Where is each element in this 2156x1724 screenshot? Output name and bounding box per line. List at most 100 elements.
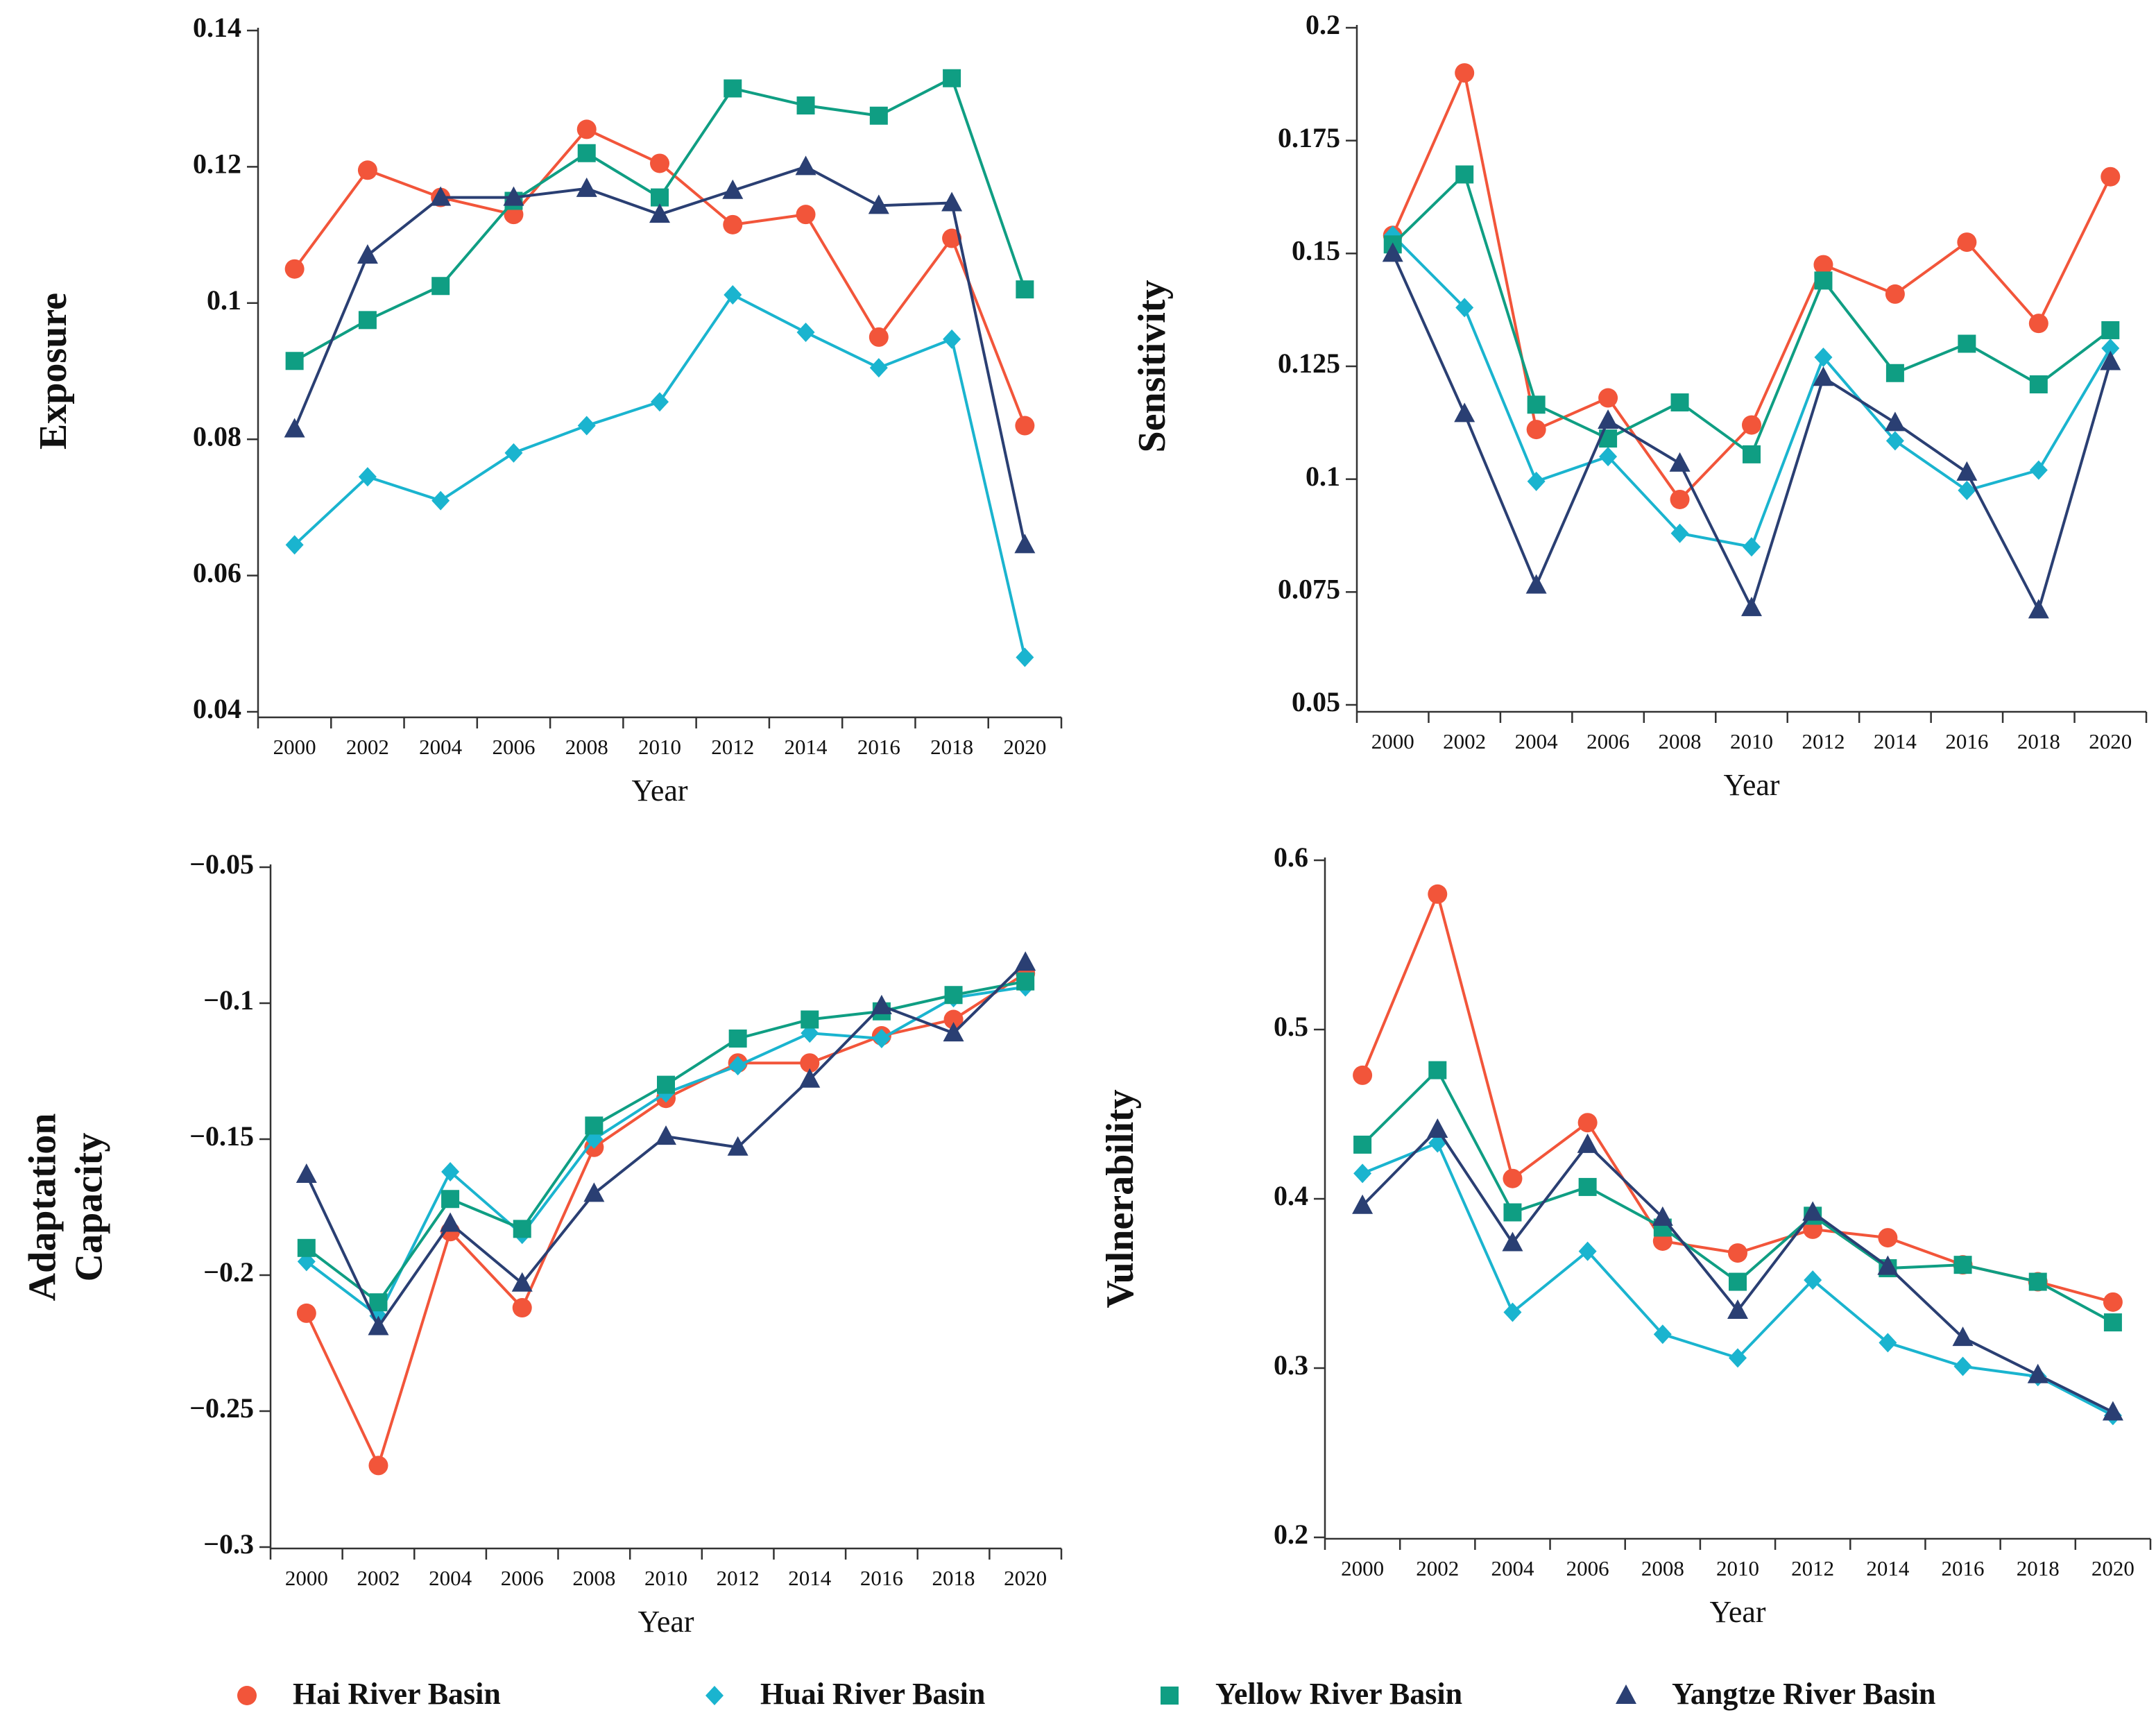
y-tick-label: 0.075	[1278, 574, 1340, 605]
y-tick-label: 0.1	[207, 284, 241, 316]
marker	[1016, 647, 1034, 667]
marker	[1813, 366, 1834, 386]
marker	[1884, 411, 1906, 432]
x-tick-label: 2006	[1566, 1556, 1609, 1580]
marker	[2029, 375, 2048, 394]
marker	[1743, 537, 1761, 557]
marker	[431, 490, 450, 511]
legend-marker	[705, 1686, 724, 1705]
marker	[1526, 420, 1546, 440]
y-tick-label: −0.2	[203, 1256, 254, 1288]
y-tick-label: 0.125	[1278, 348, 1340, 379]
marker	[284, 259, 305, 279]
marker	[1353, 1135, 1372, 1154]
marker	[1670, 393, 1689, 412]
legend-label: Yellow River Basin	[1215, 1677, 1462, 1711]
marker	[722, 179, 744, 199]
marker	[1577, 1113, 1598, 1133]
legend-marker	[1616, 1684, 1636, 1704]
x-tick-label: 2000	[1371, 729, 1414, 753]
marker	[728, 1056, 747, 1076]
y-tick-label: 0.06	[193, 557, 241, 588]
series-line	[1361, 1127, 2114, 1414]
marker	[1653, 1324, 1672, 1345]
x-tick-label: 2004	[1491, 1556, 1534, 1580]
marker	[723, 214, 743, 234]
marker	[724, 79, 742, 98]
marker	[1804, 1270, 1822, 1290]
marker	[649, 203, 670, 223]
marker	[651, 392, 669, 412]
y-tick-label: 0.4	[1274, 1180, 1308, 1211]
marker	[1014, 534, 1036, 554]
x-tick-label: 2008	[565, 735, 608, 759]
marker	[869, 327, 889, 347]
y-tick-label: 0.2	[1306, 9, 1340, 40]
marker	[869, 106, 888, 125]
x-tick-label: 2006	[492, 735, 535, 759]
legend-marker	[1161, 1687, 1179, 1705]
marker	[2029, 460, 2048, 480]
marker	[1353, 1163, 1372, 1184]
marker	[1428, 1061, 1447, 1079]
x-tick-label: 2000	[285, 1566, 328, 1590]
x-tick-label: 2000	[273, 735, 316, 759]
x-tick-label: 2002	[357, 1566, 400, 1590]
marker	[368, 1456, 388, 1476]
marker	[1527, 471, 1546, 491]
y-tick-label: 0.5	[1274, 1011, 1308, 1042]
marker	[1743, 445, 1761, 463]
x-tick-label: 2012	[1791, 1556, 1834, 1580]
legend-label: Huai River Basin	[760, 1677, 985, 1711]
marker	[1953, 1256, 1972, 1274]
x-tick-label: 2020	[2091, 1556, 2134, 1580]
marker	[727, 1136, 748, 1156]
x-tick-label: 2010	[644, 1566, 687, 1590]
marker	[2103, 1292, 2123, 1312]
marker	[1670, 523, 1689, 543]
marker	[941, 191, 963, 212]
marker	[1382, 242, 1403, 262]
marker	[1958, 480, 1976, 500]
marker	[577, 144, 596, 162]
marker	[868, 194, 889, 214]
marker	[576, 119, 597, 139]
marker	[944, 986, 963, 1005]
marker	[1958, 334, 1976, 353]
marker	[512, 1298, 532, 1318]
x-tick-label: 2018	[932, 1566, 975, 1590]
y-tick-label: 0.04	[193, 693, 241, 724]
marker	[869, 358, 888, 378]
series-line	[1361, 889, 2114, 1304]
marker	[1503, 1302, 1522, 1322]
legend-label: Yangtze River Basin	[1672, 1677, 1936, 1711]
marker	[1814, 347, 1833, 367]
marker	[2103, 1313, 2122, 1332]
marker	[285, 535, 304, 555]
marker	[357, 244, 378, 264]
x-tick-label: 2016	[857, 735, 900, 759]
marker	[943, 1022, 964, 1042]
y-tick-label: 0.14	[193, 12, 241, 43]
marker	[441, 1162, 460, 1182]
marker	[296, 1303, 316, 1323]
marker	[1527, 395, 1546, 414]
x-tick-label: 2018	[2017, 729, 2060, 753]
marker	[800, 1053, 820, 1073]
marker	[430, 186, 452, 206]
marker	[871, 994, 892, 1014]
x-tick-label: 2014	[788, 1566, 832, 1590]
legend-marker	[237, 1686, 257, 1705]
marker	[1352, 1194, 1374, 1214]
x-tick-label: 2000	[1341, 1556, 1384, 1580]
series-line	[305, 985, 1026, 1318]
x-tick-label: 2020	[1003, 735, 1046, 759]
x-tick-label: 2018	[930, 735, 973, 759]
x-tick-label: 2014	[1874, 729, 1917, 753]
marker	[801, 1010, 819, 1029]
marker	[1577, 1133, 1598, 1153]
marker	[2100, 350, 2121, 370]
x-tick-label: 2016	[860, 1566, 903, 1590]
marker	[1016, 972, 1035, 991]
series-line	[293, 127, 1027, 427]
